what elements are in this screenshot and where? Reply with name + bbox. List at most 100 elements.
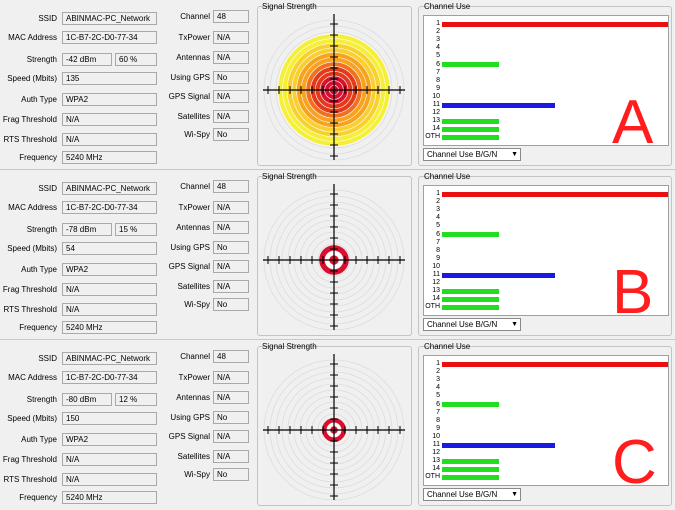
- signal-radar-holder: [259, 178, 409, 336]
- rts-field: N/A: [62, 303, 157, 316]
- channel-bar-oth: [442, 134, 499, 140]
- channel-label: 3: [436, 206, 440, 214]
- rts-field: N/A: [62, 473, 157, 486]
- label-auth: Auth Type: [21, 435, 57, 444]
- channel-use-chart: 1 2 3 4 5 6 7 8 9 10 11 12 13 14 OTH: [423, 355, 669, 486]
- satellites-field: N/A: [213, 450, 249, 463]
- channel-field: 48: [213, 180, 249, 193]
- channel-field: 48: [213, 10, 249, 23]
- ssid-field: ABINMAC-PC_Network: [62, 182, 157, 195]
- label-frequency: Frequency: [19, 153, 57, 162]
- signal-strength-title: Signal Strength: [262, 342, 317, 351]
- channel-mode-dropdown[interactable]: Channel Use B/G/N ▼: [423, 148, 521, 161]
- panel-letter: B: [612, 258, 654, 327]
- channel-bar-11: [442, 272, 555, 278]
- channel-label: 6: [436, 230, 440, 238]
- channel-bar-oth: [442, 474, 499, 480]
- channel-label: 2: [436, 28, 440, 36]
- channel-label: 13: [432, 117, 440, 125]
- label-antennas: Antennas: [176, 393, 210, 402]
- channel-label: 12: [432, 449, 440, 457]
- strength-field: -78 dBm: [62, 223, 112, 236]
- channel-label: 1: [436, 190, 440, 197]
- label-satellites: Satellites: [177, 452, 210, 461]
- label-gps-signal: GPS Signal: [168, 262, 210, 271]
- channel-label: 9: [436, 84, 440, 92]
- frag-field: N/A: [62, 283, 157, 296]
- using-gps-field: No: [213, 241, 249, 254]
- wispy-field: No: [213, 298, 249, 311]
- signal-radar-holder: [259, 8, 409, 166]
- chevron-down-icon: ▼: [511, 321, 518, 328]
- satellites-field: N/A: [213, 280, 249, 293]
- label-txpower: TxPower: [178, 33, 210, 42]
- channel-label: OTH: [425, 133, 440, 141]
- strength-percent-field: 15 %: [115, 223, 157, 236]
- channel-bar-14: [442, 296, 499, 302]
- label-frag: Frag Threshold: [2, 455, 57, 464]
- mac-field: 1C-B7-2C-D0-77-34: [62, 31, 157, 44]
- strength-percent-field: 60 %: [115, 53, 157, 66]
- label-speed: Speed (Mbits): [7, 74, 57, 83]
- signal-strength-group: [257, 176, 412, 336]
- label-auth: Auth Type: [21, 95, 57, 104]
- channel-mode-dropdown[interactable]: Channel Use B/G/N ▼: [423, 318, 521, 331]
- channel-bar-11: [442, 102, 555, 108]
- signal-radar: [263, 184, 405, 331]
- panel-c: SSID ABINMAC-PC_Network MAC Address 1C-B7-2…: [0, 340, 675, 510]
- channel-label: 3: [436, 376, 440, 384]
- channel-label: 3: [436, 36, 440, 44]
- label-strength: Strength: [26, 225, 57, 234]
- gps-signal-field: N/A: [213, 90, 249, 103]
- channel-label: 8: [436, 76, 440, 84]
- chevron-down-icon: ▼: [511, 151, 518, 158]
- channel-label: 8: [436, 416, 440, 424]
- channel-bar-6: [442, 402, 499, 407]
- txpower-field: N/A: [213, 31, 249, 44]
- ssid-field: ABINMAC-PC_Network: [62, 352, 157, 365]
- label-gps-signal: GPS Signal: [168, 432, 210, 441]
- channel-use-title: Channel Use: [424, 342, 471, 351]
- strength-percent-field: 12 %: [115, 393, 157, 406]
- channel-label: 14: [432, 295, 440, 303]
- channel-label: 5: [436, 222, 440, 230]
- channel-label: 7: [436, 238, 440, 246]
- label-using-gps: Using GPS: [170, 243, 210, 252]
- using-gps-field: No: [213, 71, 249, 84]
- gps-signal-field: N/A: [213, 260, 249, 273]
- auth-field: WPA2: [62, 433, 157, 446]
- frequency-field: 5240 MHz: [62, 151, 157, 164]
- channel-label: 2: [436, 368, 440, 376]
- strength-field: -42 dBm: [62, 53, 112, 66]
- signal-radar: [263, 14, 405, 161]
- panel-b: SSID ABINMAC-PC_Network MAC Address 1C-B7-2…: [0, 170, 675, 340]
- satellites-field: N/A: [213, 110, 249, 123]
- channel-use-chart: 1 2 3 4 5 6 7 8 9 10 11 12 13 14 OTH: [423, 185, 669, 316]
- channel-bar-1: [442, 361, 668, 367]
- channel-label: 5: [436, 392, 440, 400]
- channel-label: 9: [436, 254, 440, 262]
- label-using-gps: Using GPS: [170, 413, 210, 422]
- channel-use-group: [418, 346, 672, 506]
- antennas-field: N/A: [213, 391, 249, 404]
- ssid-field: ABINMAC-PC_Network: [62, 12, 157, 25]
- label-ssid: SSID: [38, 184, 57, 193]
- channel-label: 11: [432, 271, 440, 278]
- label-frequency: Frequency: [19, 493, 57, 502]
- channel-label: 13: [432, 287, 440, 295]
- channel-label: 6: [436, 400, 440, 408]
- channel-label: 12: [432, 279, 440, 287]
- channel-label: 10: [432, 92, 440, 100]
- channel-use-group: [418, 176, 672, 336]
- channel-use-title: Channel Use: [424, 172, 471, 181]
- label-rts: RTS Threshold: [3, 135, 57, 144]
- label-txpower: TxPower: [178, 373, 210, 382]
- channel-label: OTH: [425, 303, 440, 311]
- wispy-field: No: [213, 128, 249, 141]
- channel-label: 4: [436, 44, 440, 52]
- frequency-field: 5240 MHz: [62, 491, 157, 504]
- label-mac: MAC Address: [8, 373, 57, 382]
- channel-label: 14: [432, 465, 440, 473]
- channel-mode-dropdown[interactable]: Channel Use B/G/N ▼: [423, 488, 521, 501]
- label-wispy: Wi-Spy: [184, 130, 210, 139]
